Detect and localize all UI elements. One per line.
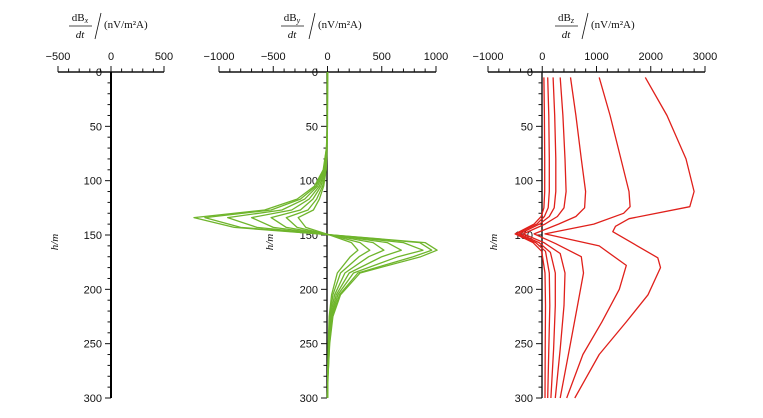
title-slash [308,12,316,40]
y-tick-label: 200 [515,284,533,296]
y-tick-label: 250 [515,339,533,351]
x-tick-label: −1000 [204,51,235,63]
x-tick-label: 0 [108,51,114,63]
x-tick-label: 3000 [693,51,717,63]
y-tick-label: 300 [515,393,533,405]
title-denominator: dt [288,29,298,41]
x-tick-label: 2000 [639,51,663,63]
title-numerator: dBz [558,12,575,25]
title-unit: (nV/m²A) [104,19,148,31]
x-axis: −1000 0 1000 2000 3000 [473,51,717,73]
y-tick-label: 300 [300,393,318,405]
panel-dbx-dt: dBx dt (nV/m²A) −500 0 500 0 50 100 150 200 250… [46,12,174,405]
y-tick-label: 0 [96,67,102,79]
series-line-4 [522,77,567,399]
x-tick-label: −500 [46,51,71,63]
y-axis-label: h/m [49,234,61,251]
y-tick-label: 0 [312,67,318,79]
x-tick-label: 1000 [424,51,448,63]
y-tick-label: 300 [84,393,102,405]
y-axis-label: h/m [264,234,276,251]
x-tick-label: 0 [539,51,545,63]
x-axis: −1000 −500 0 500 1000 [204,51,448,73]
y-tick-label: 150 [84,230,102,242]
panel-title: dBy dt (nV/m²A) [281,12,362,41]
y-tick-label: 50 [521,121,533,133]
title-denominator: dt [76,29,86,41]
x-tick-label: 500 [373,51,391,63]
series-line-5 [518,77,557,399]
title-slash [94,12,102,40]
y-axis-label: h/m [488,234,500,251]
y-tick-label: 50 [90,121,102,133]
series-line-7 [297,71,359,399]
series-line-1 [574,77,695,399]
series-line-2 [544,77,631,399]
y-axis: 0 50 100 150 200 250 300 [84,67,112,405]
y-tick-label: 100 [300,176,318,188]
y-tick-label: 100 [515,176,533,188]
title-slash [581,12,589,40]
y-tick-label: 0 [527,67,533,79]
series-line-2 [204,71,433,399]
panel-title: dBx dt (nV/m²A) [69,12,148,41]
series-line-7 [514,77,547,399]
x-tick-label: 0 [324,51,330,63]
y-tick-label: 100 [84,176,102,188]
x-tick-label: −1000 [473,51,504,63]
series-line-3 [533,77,587,399]
series-line-6 [516,77,551,399]
y-tick-label: 250 [300,339,318,351]
series-layer [514,77,695,399]
panel-title: dBz dt (nV/m²A) [555,12,635,41]
title-numerator: dBy [284,12,301,25]
series-layer [193,71,438,399]
panel-dbz-dt: dBz dt (nV/m²A) −1000 0 1000 2000 3000 0 50 10… [473,12,718,405]
y-tick-label: 50 [306,121,318,133]
title-unit: (nV/m²A) [318,19,362,31]
title-unit: (nV/m²A) [591,19,635,31]
x-tick-label: −500 [261,51,286,63]
x-tick-label: 500 [155,51,173,63]
y-tick-label: 250 [84,339,102,351]
y-tick-label: 200 [84,284,102,296]
panel-dby-dt: dBy dt (nV/m²A) −1000 −500 0 500 1000 0 50 100… [193,12,448,405]
y-tick-label: 200 [300,284,318,296]
title-numerator: dBx [72,12,89,25]
x-axis: −500 0 500 [46,51,173,73]
x-tick-label: 1000 [584,51,608,63]
title-denominator: dt [562,29,572,41]
